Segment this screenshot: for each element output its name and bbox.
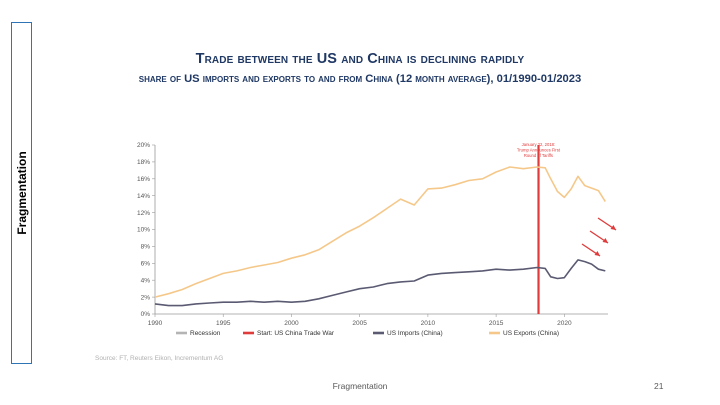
x-tick-label: 2005 — [352, 320, 367, 327]
y-tick-label: 18% — [137, 159, 150, 166]
x-tick-label: 2010 — [421, 320, 436, 327]
y-tick-label: 10% — [137, 227, 150, 234]
series-line — [154, 259, 606, 307]
x-tick-label: 2020 — [557, 320, 572, 327]
sidebar: Fragmentation — [11, 22, 32, 364]
x-tick-label: 2000 — [284, 320, 299, 327]
sidebar-label: Fragmentation — [14, 151, 29, 235]
y-tick-label: 4% — [141, 277, 151, 284]
slide-title: Trade between the US and China is declin… — [195, 51, 525, 67]
trade-chart: 0% 2% 4% 6% 8% 10% 12% 14% 16% 18% 20% 1990 1995 2000… — [137, 142, 617, 337]
x-tick-label: 1990 — [148, 320, 163, 327]
y-tick-label: 16% — [137, 176, 150, 183]
y-tick-label: 6% — [141, 261, 151, 268]
footer-label: Fragmentation — [332, 381, 388, 391]
trend-arrow-head — [594, 251, 600, 256]
y-tick-label: 12% — [137, 210, 150, 217]
page-number: 21 — [654, 381, 664, 391]
legend-label: Recession — [190, 330, 221, 337]
y-tick-label: 2% — [141, 294, 151, 301]
annotation-text: January 22, 2018: — [522, 142, 556, 147]
slide-subtitle: share of US imports and exports to and f… — [138, 73, 582, 85]
source-note: Source: FT, Reuters Eikon, Incrementum A… — [95, 355, 224, 362]
legend-label: US Exports (China) — [503, 330, 559, 337]
annotation-text: Trump Announces First — [517, 148, 561, 153]
trade-war-start-line — [537, 145, 540, 314]
legend-label: US Imports (China) — [387, 330, 443, 337]
trend-arrow-head — [610, 225, 616, 230]
y-tick-label: 8% — [141, 244, 151, 251]
y-tick-label: 0% — [141, 311, 151, 318]
y-tick-label: 14% — [137, 193, 150, 200]
x-tick-label: 2015 — [489, 320, 504, 327]
series-line — [154, 166, 606, 298]
legend-label: Start: US China Trade War — [257, 330, 335, 337]
y-tick-label: 20% — [137, 142, 150, 149]
x-tick-label: 1995 — [216, 320, 231, 327]
annotation-text: Round of Tariffs — [524, 153, 553, 158]
trend-arrow-head — [602, 238, 608, 243]
